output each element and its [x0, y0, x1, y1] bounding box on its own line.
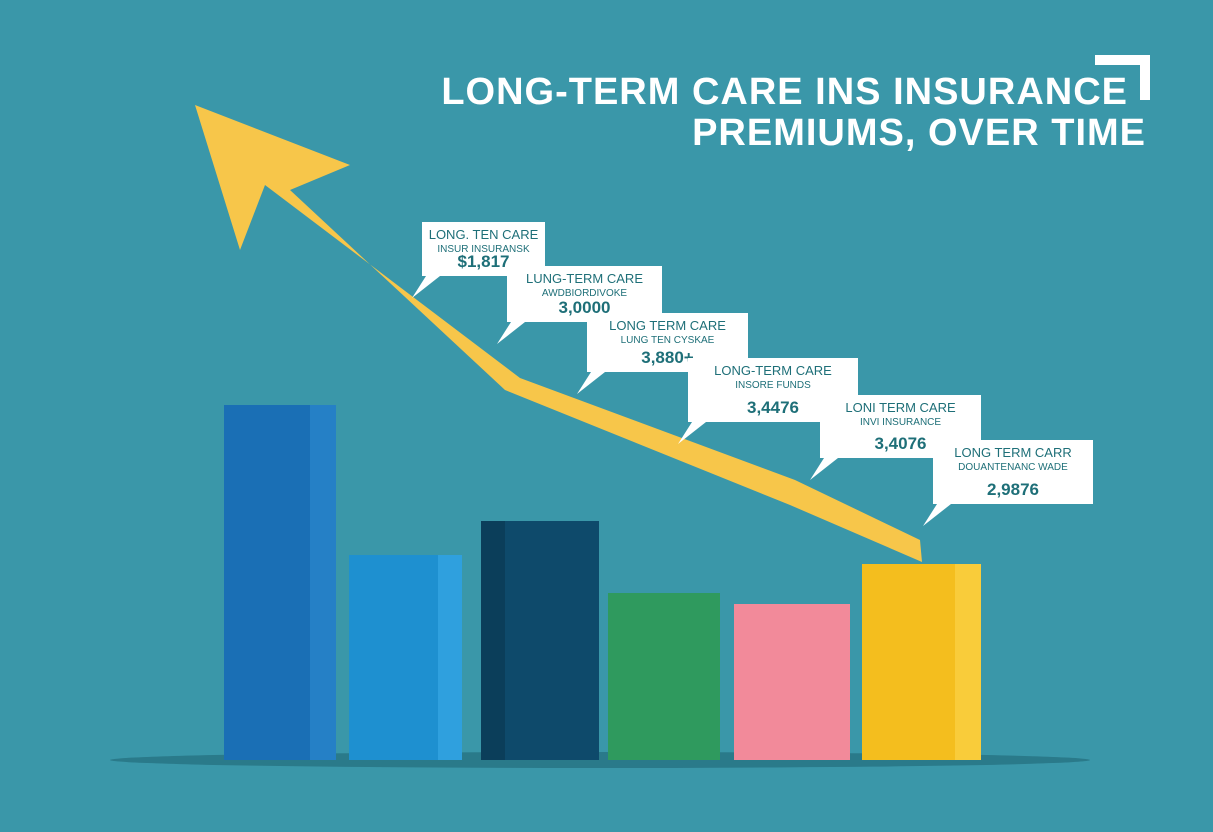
- bars: [224, 405, 981, 760]
- bar: [608, 593, 720, 760]
- title-line: LONG-TERM CARE INS INSURANCE: [441, 71, 1128, 113]
- callout-heading: LONG. TEN CARE: [429, 227, 539, 242]
- bar-side: [481, 521, 505, 760]
- callout-tail: [678, 422, 706, 444]
- callout-value: 3,0000: [559, 298, 611, 317]
- callout-tail: [923, 504, 951, 526]
- callout-subheading: INSUR INSURANSK: [437, 244, 530, 255]
- title-line: PREMIUMS, OVER TIME: [692, 112, 1146, 154]
- callout-tail: [412, 276, 440, 298]
- callout-heading: LUNG-TERM CARE: [526, 271, 643, 286]
- corner-bracket: [1095, 55, 1150, 100]
- bar-side: [955, 564, 981, 760]
- callout-value: 2,9876: [987, 480, 1039, 499]
- trend-arrow: [195, 105, 922, 562]
- callout-subheading: INSORE FUNDS: [735, 380, 811, 391]
- callout-subheading: AWDBIORDIVOKE: [542, 288, 628, 299]
- callout-heading: LONG TERM CARE: [609, 318, 726, 333]
- bar-side: [438, 555, 462, 760]
- callouts: LONG. TEN CARE INSUR INSURANSK$1,817 LUNG-…: [412, 222, 1093, 526]
- callout-subheading: INVI INSURANCE: [860, 417, 941, 428]
- callout-value: 3,880+: [641, 348, 694, 367]
- callout-box: [507, 266, 662, 322]
- callout-value: 3,4476: [747, 398, 799, 417]
- callout-heading: LONG-TERM CARE: [714, 363, 832, 378]
- callout-tail: [497, 322, 525, 344]
- callout-subheading: DOUANTENANC WADE: [958, 462, 1068, 473]
- bar-side: [310, 405, 336, 760]
- callout-tail: [577, 372, 605, 394]
- bar: [734, 604, 850, 760]
- callout-heading: LONG TERM CARR: [954, 445, 1072, 460]
- callout-heading: LONI TERM CARE: [845, 400, 956, 415]
- callout-subheading: LUNG TEN CYSKAE: [621, 335, 715, 346]
- callout-value: 3,4076: [875, 434, 927, 453]
- callout-tail: [810, 458, 838, 480]
- callout-value: $1,817: [458, 252, 510, 271]
- callout-box: [933, 440, 1093, 504]
